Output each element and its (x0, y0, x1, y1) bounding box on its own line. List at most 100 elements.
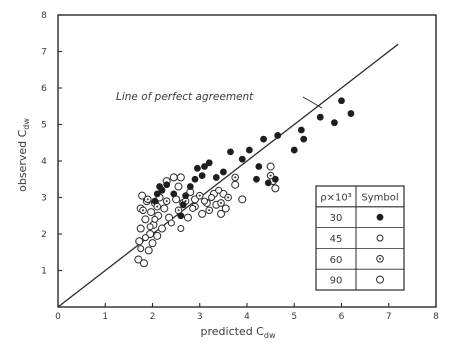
data-point-60 (224, 193, 232, 202)
data-point-90 (144, 246, 153, 255)
data-point-60 (162, 197, 171, 205)
data-point-90 (135, 237, 144, 246)
data-point-60 (217, 199, 225, 207)
y-tick-label: 5 (41, 121, 47, 131)
data-point-30 (158, 186, 166, 194)
data-point-30 (300, 135, 308, 143)
x-tick-label: 7 (386, 312, 392, 322)
data-point-30 (264, 179, 272, 187)
data-point-30 (182, 192, 189, 200)
data-point-90 (169, 173, 178, 182)
data-point-60 (139, 206, 147, 215)
data-point-45 (137, 245, 145, 253)
data-point-90 (271, 184, 280, 193)
data-point-60-dot (146, 198, 149, 201)
data-point-90 (217, 209, 226, 218)
data-point-90 (176, 173, 185, 182)
data-point-30 (255, 163, 263, 170)
data-point-30 (331, 119, 338, 127)
data-point-45 (208, 194, 216, 201)
data-point-90 (138, 191, 147, 200)
data-point-30 (191, 175, 199, 183)
data-point-45 (141, 234, 149, 242)
data-point-60-dot (184, 200, 187, 203)
x-tick-label: 8 (433, 312, 439, 322)
data-point-60 (195, 191, 204, 200)
data-point-60-dot (234, 176, 237, 179)
data-point-90 (221, 204, 230, 213)
data-point-30 (177, 212, 185, 220)
y-tick-label: 4 (41, 157, 47, 167)
data-point-90 (134, 255, 143, 264)
reference-line-group: Line of perfect agreement (57, 43, 399, 308)
x-tick-label: 3 (197, 312, 203, 322)
data-point-30 (238, 155, 246, 163)
data-point-30 (170, 190, 178, 198)
data-point-45 (215, 186, 223, 194)
data-point-30 (271, 175, 279, 183)
data-point-90 (157, 224, 166, 233)
data-point-60-dot (198, 194, 201, 197)
data-point-30 (201, 163, 208, 170)
y-tick-label: 3 (41, 194, 47, 204)
data-point-30 (219, 168, 227, 176)
legend-marker-30 (376, 213, 384, 221)
perfect-agreement-line (57, 43, 399, 308)
data-point-30 (186, 183, 194, 190)
data-point-60-dot (142, 209, 145, 212)
x-tick-label: 5 (291, 312, 297, 322)
x-tick-label: 1 (102, 312, 108, 322)
data-point-90 (160, 204, 169, 213)
data-point-60-dot (227, 196, 230, 199)
data-point-30 (290, 146, 298, 154)
legend-header-rho: ρ×10³ (320, 192, 351, 203)
data-point-30 (153, 190, 161, 198)
annotation-leader (302, 96, 323, 109)
legend-marker-60-dot (379, 257, 381, 260)
y-axis-title-sub: dw (22, 118, 31, 130)
data-point-30 (205, 159, 213, 167)
data-point-90 (183, 213, 192, 222)
legend-value-30: 30 (330, 213, 343, 224)
data-point-90 (139, 259, 148, 268)
data-point-30 (163, 181, 171, 189)
data-point-30 (297, 126, 305, 134)
data-point-60-dot (156, 205, 159, 208)
data-point-60-dot (165, 200, 168, 203)
data-point-30 (193, 164, 201, 172)
x-tick-label: 6 (339, 312, 345, 322)
data-point-45 (167, 219, 175, 227)
legend-box (315, 185, 405, 291)
data-point-30 (347, 110, 355, 117)
x-tick-label: 0 (55, 312, 61, 322)
data-point-45 (146, 223, 154, 231)
data-point-60 (143, 195, 152, 204)
data-point-90 (147, 208, 156, 217)
data-point-60-dot (269, 174, 272, 177)
y-axis-title: observed Cdw (16, 118, 31, 192)
data-point-30 (316, 113, 324, 121)
data-point-30 (179, 201, 187, 209)
legend-marker-45 (376, 234, 384, 242)
data-point-45 (151, 215, 159, 223)
legend-marker-90 (376, 275, 384, 284)
data-point-45 (177, 225, 185, 233)
data-point-30 (260, 135, 267, 143)
legend-value-45: 45 (330, 234, 343, 245)
data-point-90 (231, 180, 240, 189)
data-point-30 (253, 175, 260, 183)
legend-header-symbol: Symbol (361, 192, 398, 203)
y-axis-title-main: observed C (16, 129, 29, 191)
data-point-90 (266, 162, 275, 171)
x-tick-label: 2 (150, 312, 156, 322)
data-point-60-dot (177, 209, 180, 212)
legend-value-60: 60 (330, 255, 343, 266)
data-point-90 (141, 215, 150, 224)
x-tick-label: 4 (244, 312, 250, 322)
y-tick-label: 2 (41, 230, 47, 240)
data-point-30 (338, 97, 345, 105)
data-point-45 (200, 197, 208, 205)
